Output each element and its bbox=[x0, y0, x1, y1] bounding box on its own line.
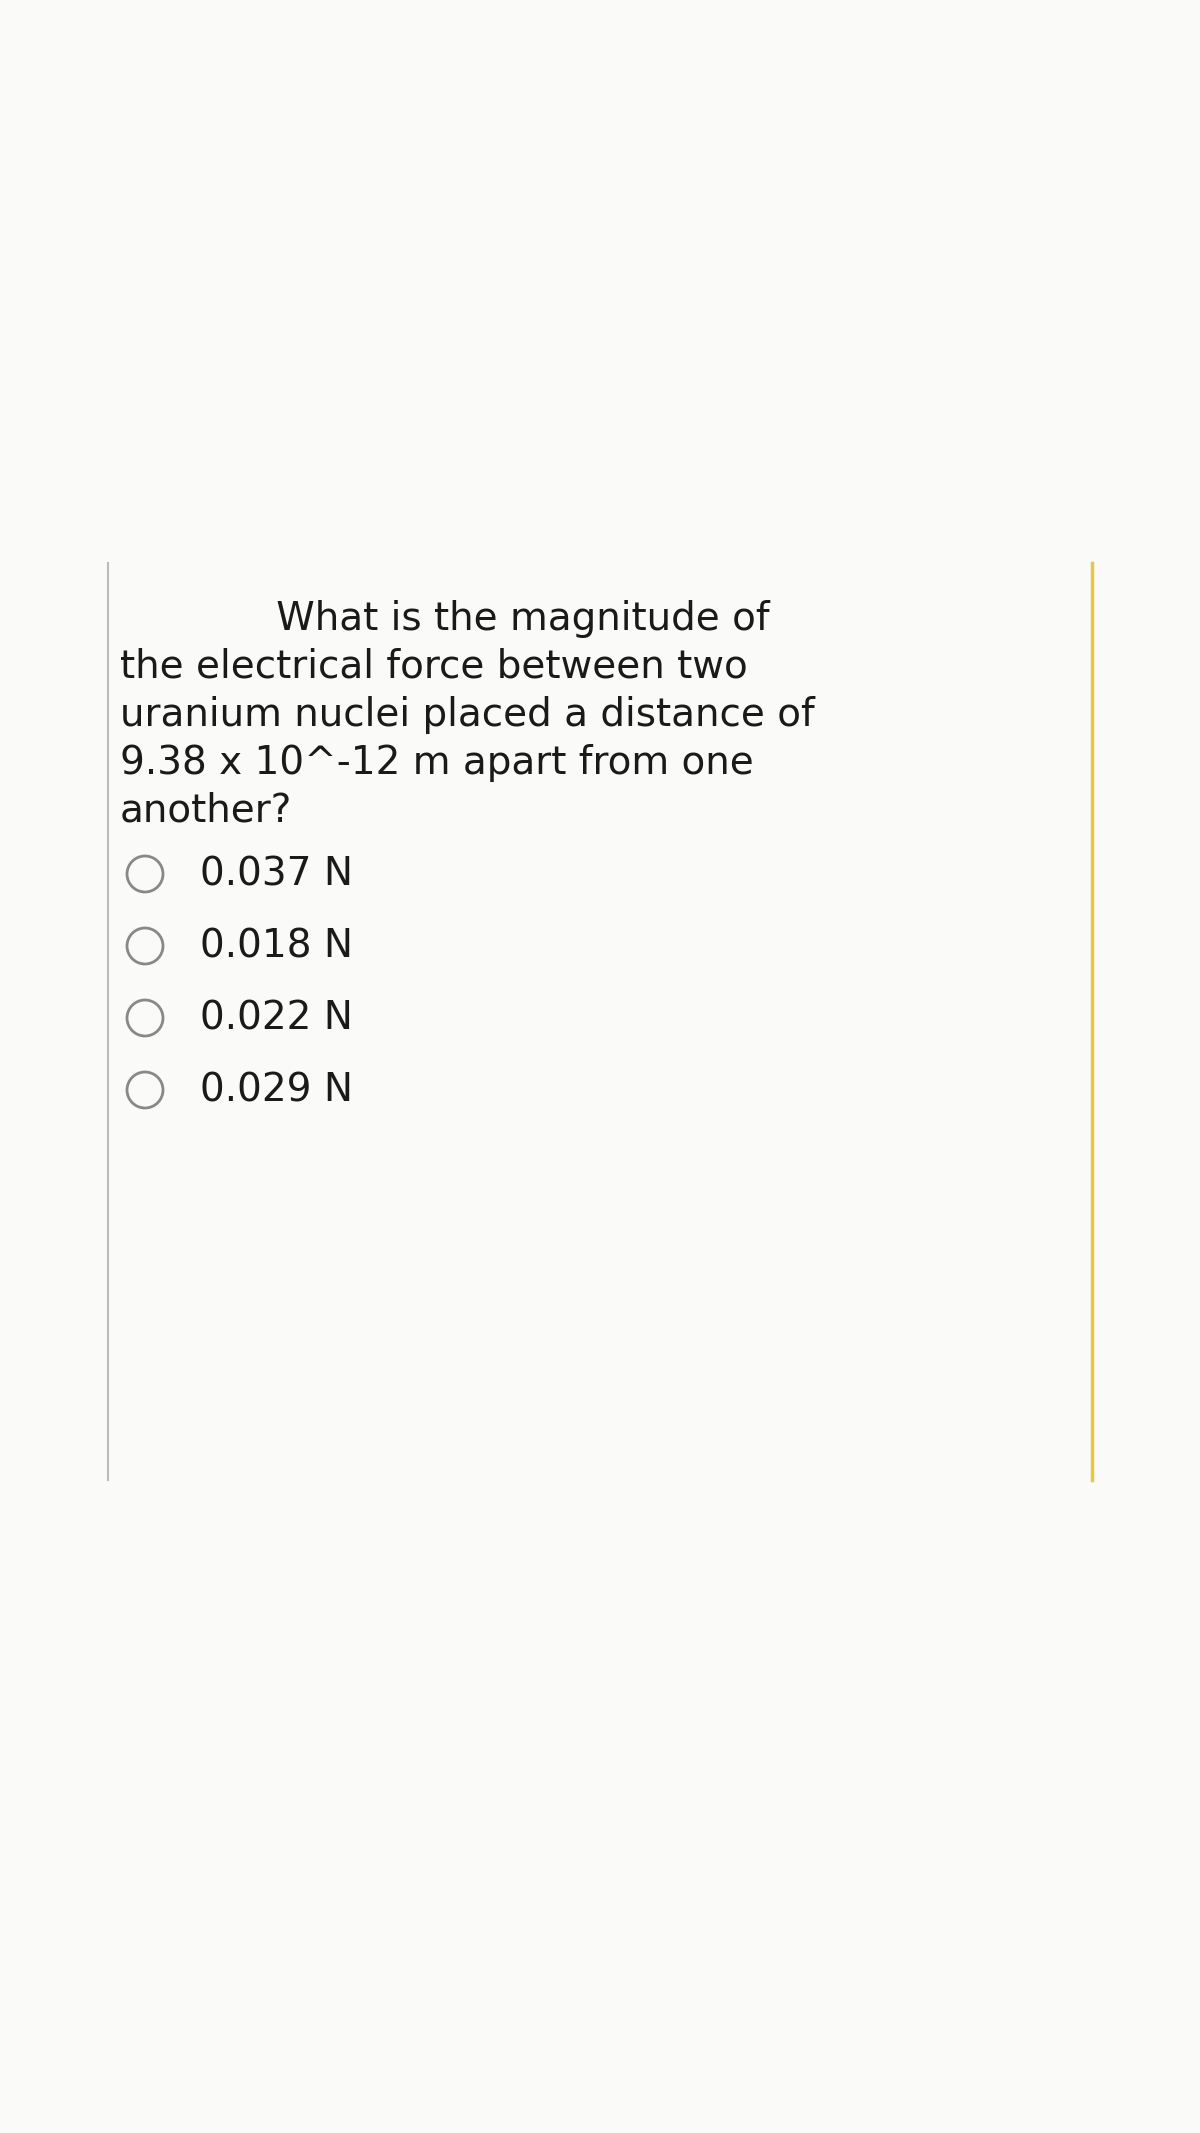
Text: the electrical force between two: the electrical force between two bbox=[120, 648, 748, 687]
Text: 9.38 x 10^-12 m apart from one: 9.38 x 10^-12 m apart from one bbox=[120, 744, 754, 783]
Text: 0.022 N: 0.022 N bbox=[200, 998, 353, 1037]
Text: 0.018 N: 0.018 N bbox=[200, 928, 353, 964]
Text: What is the magnitude of: What is the magnitude of bbox=[120, 599, 769, 638]
Text: another?: another? bbox=[120, 791, 293, 830]
Text: 0.029 N: 0.029 N bbox=[200, 1071, 353, 1109]
Circle shape bbox=[127, 1000, 163, 1037]
Text: 0.037 N: 0.037 N bbox=[200, 855, 353, 894]
Circle shape bbox=[127, 855, 163, 892]
Circle shape bbox=[127, 928, 163, 964]
Text: uranium nuclei placed a distance of: uranium nuclei placed a distance of bbox=[120, 695, 815, 734]
Circle shape bbox=[127, 1073, 163, 1107]
